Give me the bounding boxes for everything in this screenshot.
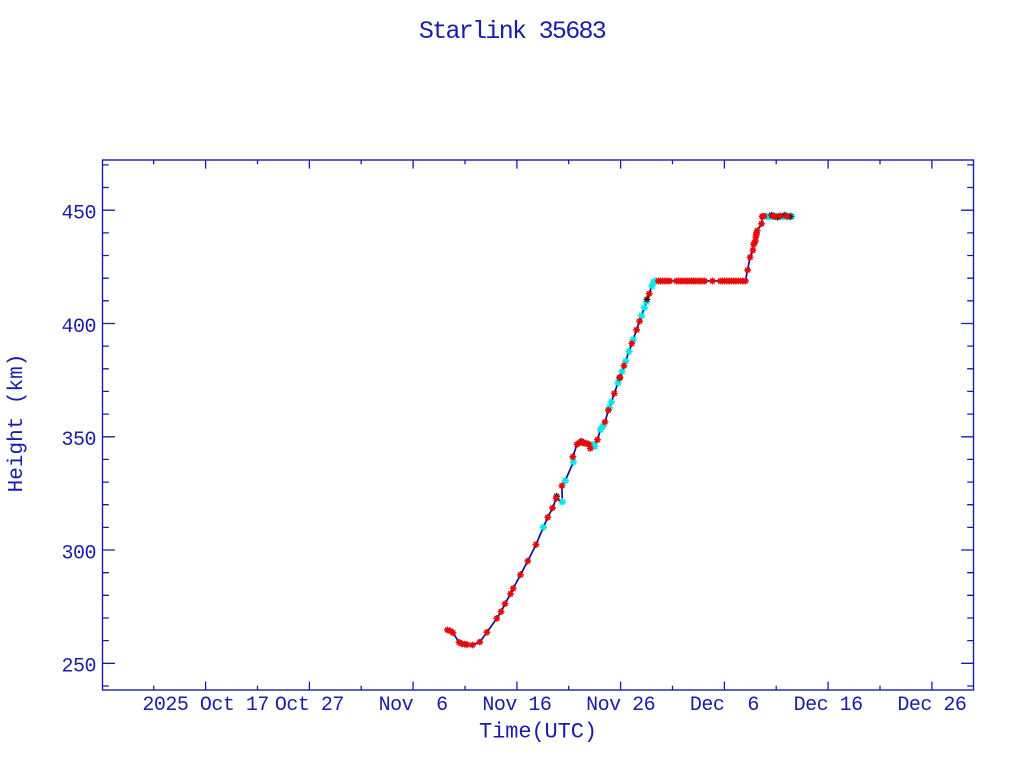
svg-text:Nov 6: Nov 6 (379, 694, 448, 717)
svg-text:250: 250 (61, 656, 96, 679)
svg-text:2025 Oct 17: 2025 Oct 17 (142, 694, 269, 717)
svg-text:Dec 16: Dec 16 (794, 694, 863, 717)
svg-text:Time(UTC): Time(UTC) (479, 719, 597, 744)
svg-text:300: 300 (61, 542, 96, 565)
svg-text:Starlink 35683: Starlink 35683 (419, 17, 606, 46)
svg-text:Height (km): Height (km) (6, 354, 29, 493)
svg-text:400: 400 (61, 316, 96, 339)
svg-text:350: 350 (61, 429, 96, 452)
svg-text:Dec 6: Dec 6 (690, 694, 759, 717)
svg-text:450: 450 (61, 203, 96, 226)
svg-text:Nov 16: Nov 16 (482, 694, 551, 717)
svg-text:Nov 26: Nov 26 (586, 694, 655, 717)
svg-text:Dec 26: Dec 26 (897, 694, 966, 717)
svg-text:Oct 27: Oct 27 (275, 694, 344, 717)
